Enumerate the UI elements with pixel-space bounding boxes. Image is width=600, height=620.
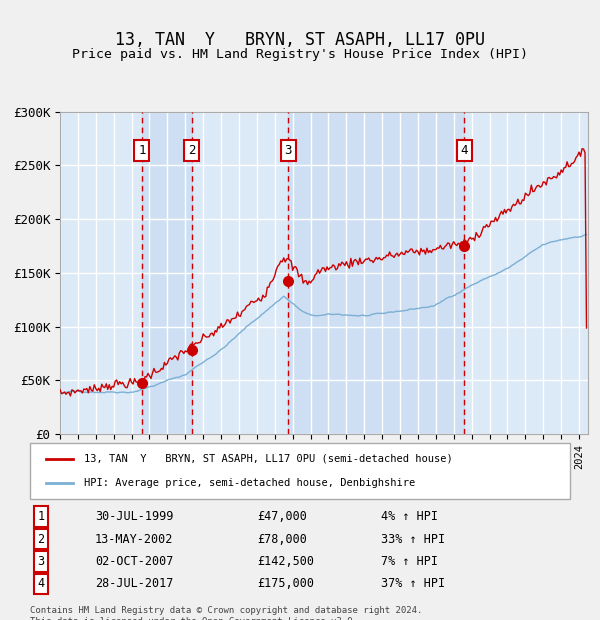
Text: 33% ↑ HPI: 33% ↑ HPI	[381, 533, 445, 546]
Bar	[464, 112, 588, 434]
Bar	[288, 112, 464, 434]
Text: £142,500: £142,500	[257, 555, 314, 568]
Bar	[192, 112, 288, 434]
Text: 7% ↑ HPI: 7% ↑ HPI	[381, 555, 438, 568]
Text: 37% ↑ HPI: 37% ↑ HPI	[381, 577, 445, 590]
Text: 2: 2	[188, 144, 196, 157]
Text: 13, TAN  Y   BRYN, ST ASAPH, LL17 0PU (semi-detached house): 13, TAN Y BRYN, ST ASAPH, LL17 0PU (semi…	[84, 454, 453, 464]
Text: 4: 4	[460, 144, 468, 157]
Text: Contains HM Land Registry data © Crown copyright and database right 2024.
This d: Contains HM Land Registry data © Crown c…	[30, 606, 422, 620]
Text: £175,000: £175,000	[257, 577, 314, 590]
Text: 1: 1	[138, 144, 146, 157]
Text: £78,000: £78,000	[257, 533, 307, 546]
Text: 13-MAY-2002: 13-MAY-2002	[95, 533, 173, 546]
Text: 02-OCT-2007: 02-OCT-2007	[95, 555, 173, 568]
Text: 30-JUL-1999: 30-JUL-1999	[95, 510, 173, 523]
Bar	[142, 112, 192, 434]
Text: 28-JUL-2017: 28-JUL-2017	[95, 577, 173, 590]
Text: Price paid vs. HM Land Registry's House Price Index (HPI): Price paid vs. HM Land Registry's House …	[72, 48, 528, 61]
Text: HPI: Average price, semi-detached house, Denbighshire: HPI: Average price, semi-detached house,…	[84, 479, 415, 489]
Text: 3: 3	[284, 144, 292, 157]
FancyBboxPatch shape	[30, 443, 570, 499]
Text: £47,000: £47,000	[257, 510, 307, 523]
Text: 4% ↑ HPI: 4% ↑ HPI	[381, 510, 438, 523]
Text: 13, TAN  Y   BRYN, ST ASAPH, LL17 0PU: 13, TAN Y BRYN, ST ASAPH, LL17 0PU	[115, 31, 485, 50]
Text: 3: 3	[37, 555, 44, 568]
Bar	[60, 112, 142, 434]
Text: 2: 2	[37, 533, 44, 546]
Text: 4: 4	[37, 577, 44, 590]
Text: 1: 1	[37, 510, 44, 523]
